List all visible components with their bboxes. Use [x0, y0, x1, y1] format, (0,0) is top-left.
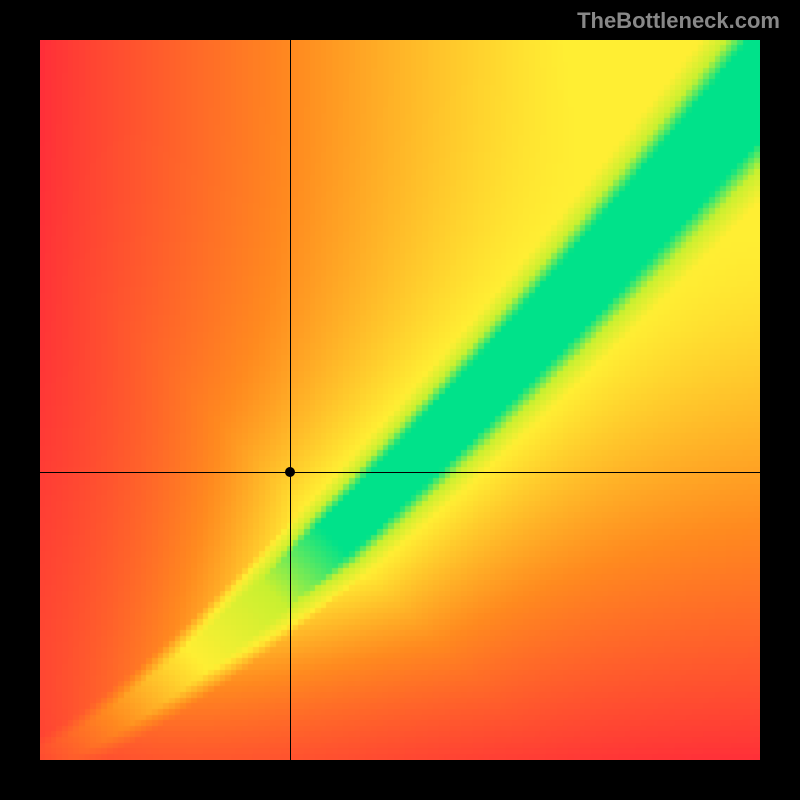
chart-container: TheBottleneck.com: [0, 0, 800, 800]
watermark-text: TheBottleneck.com: [577, 8, 780, 34]
crosshair-vertical: [290, 40, 291, 760]
crosshair-marker: [285, 467, 295, 477]
plot-area: [40, 40, 760, 760]
heatmap-canvas: [40, 40, 760, 760]
crosshair-horizontal: [40, 472, 760, 473]
